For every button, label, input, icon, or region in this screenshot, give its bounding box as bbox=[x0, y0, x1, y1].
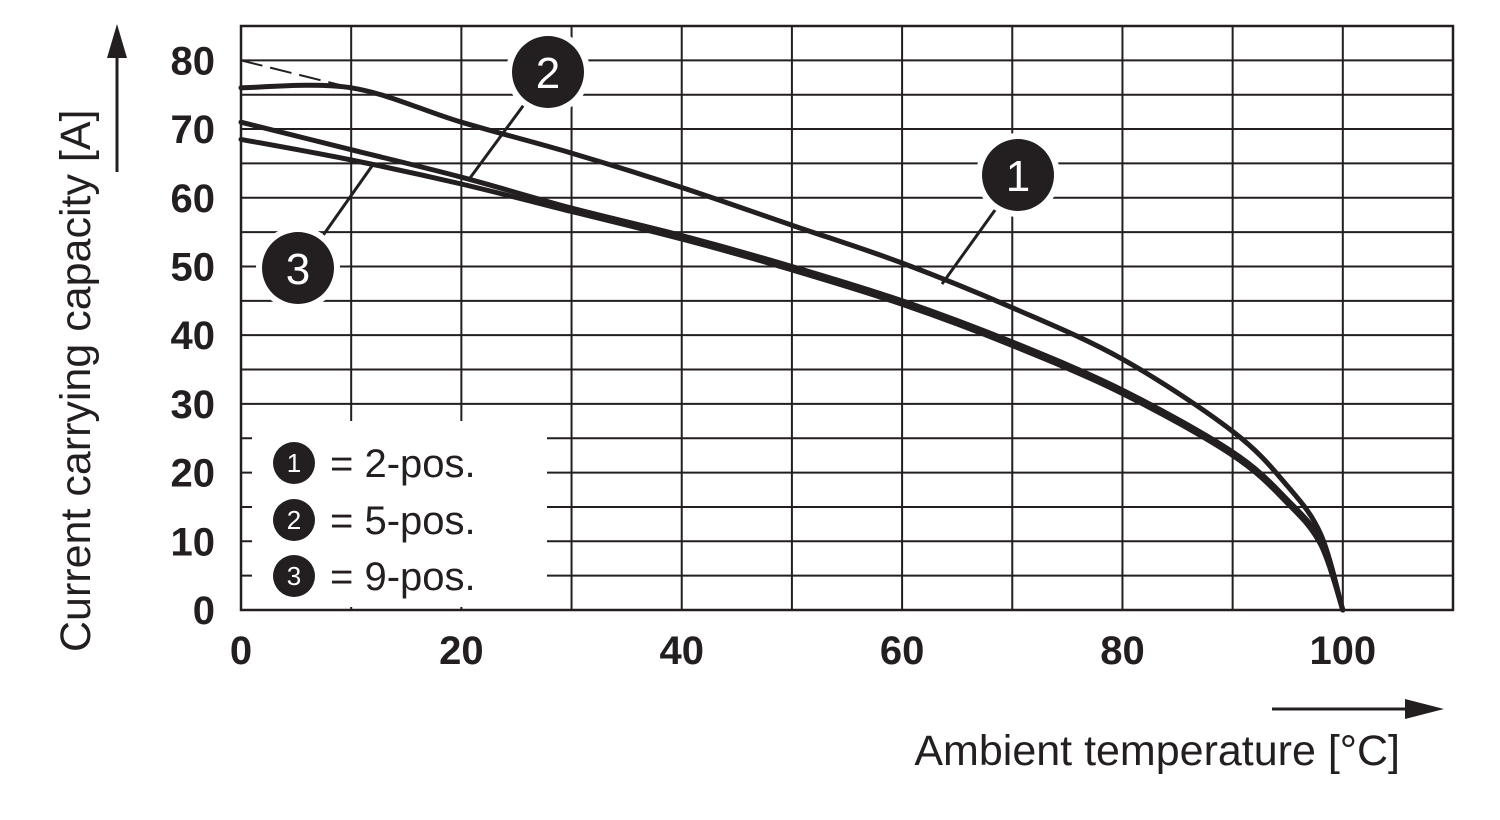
series-line-3 bbox=[238, 136, 1346, 613]
callout-marker-3: 3 bbox=[256, 226, 340, 310]
y-tick-label: 50 bbox=[171, 245, 216, 289]
x-tick-label: 20 bbox=[439, 629, 484, 673]
x-tick-label: 0 bbox=[230, 629, 252, 673]
callout-marker-1: 1 bbox=[976, 133, 1060, 217]
legend-marker-3 bbox=[273, 555, 315, 597]
y-axis-title-group: Current carrying capacity [A] bbox=[52, 24, 127, 652]
plot-frame bbox=[239, 24, 1455, 612]
legend-marker-1 bbox=[273, 442, 315, 484]
y-axis-title: Current carrying capacity [A] bbox=[52, 110, 100, 652]
y-tick-label: 10 bbox=[171, 520, 216, 564]
callout-marker-2: 2 bbox=[506, 30, 590, 114]
callout-label-2: 2 bbox=[536, 49, 560, 98]
y-tick-label: 0 bbox=[193, 589, 215, 633]
x-axis-title-group: Ambient temperature [°C] bbox=[914, 699, 1444, 775]
callout-label-3: 3 bbox=[286, 245, 310, 294]
y-tick-label: 80 bbox=[171, 39, 216, 83]
y-tick-label: 20 bbox=[171, 452, 216, 496]
x-axis-arrowhead bbox=[1405, 699, 1444, 719]
y-axis-arrowhead bbox=[107, 24, 127, 58]
tick-labels: 0 20 40 60 80 100 0 10 20 30 40 50 60 70 80 bbox=[171, 39, 1377, 673]
legend-marker-label-3: 3 bbox=[287, 561, 301, 591]
legend-label-3: = 9-pos. bbox=[330, 555, 476, 599]
legend-marker-2 bbox=[273, 499, 315, 541]
legend-marker-label-2: 2 bbox=[287, 505, 301, 535]
series-dashed-extension-1 bbox=[240, 59, 352, 89]
x-axis-title: Ambient temperature [°C] bbox=[914, 727, 1400, 775]
legend: 1 = 2-pos. 2 = 5-pos. 3 = 9-pos. bbox=[252, 421, 547, 607]
legend-item-2: 2 = 5-pos. bbox=[273, 499, 476, 543]
legend-marker-label-1: 1 bbox=[287, 448, 301, 478]
callout-label-1: 1 bbox=[1006, 152, 1030, 201]
curve-callouts: 1 2 3 bbox=[256, 30, 1060, 310]
x-tick-label: 60 bbox=[880, 629, 925, 673]
y-tick-label: 40 bbox=[171, 314, 216, 358]
x-tick-label: 40 bbox=[659, 629, 704, 673]
legend-item-1: 1 = 2-pos. bbox=[273, 442, 476, 486]
y-tick-label: 70 bbox=[171, 108, 216, 152]
x-tick-label: 80 bbox=[1100, 629, 1145, 673]
legend-label-2: = 5-pos. bbox=[330, 499, 476, 543]
series-line-1 bbox=[238, 82, 1346, 613]
legend-item-3: 3 = 9-pos. bbox=[273, 555, 476, 599]
x-tick-label: 100 bbox=[1309, 629, 1376, 673]
y-tick-label: 30 bbox=[171, 383, 216, 427]
y-tick-label: 60 bbox=[171, 177, 216, 221]
legend-label-1: = 2-pos. bbox=[330, 442, 476, 486]
curves bbox=[238, 59, 1346, 613]
